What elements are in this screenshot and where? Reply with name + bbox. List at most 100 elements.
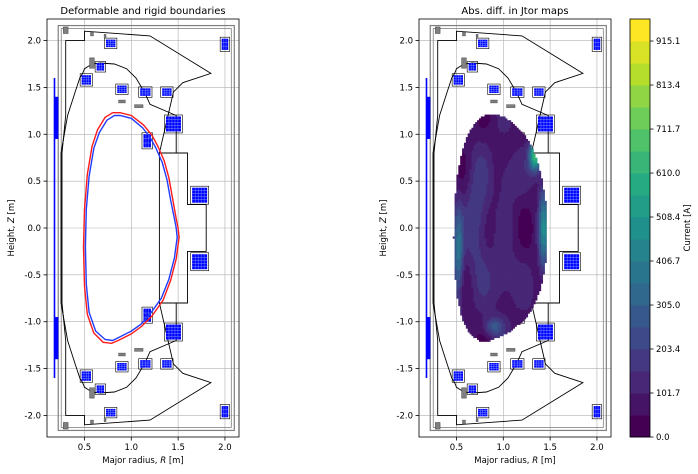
heatmap-cell xyxy=(493,168,497,172)
heatmap-cell xyxy=(512,300,515,303)
heatmap-cell xyxy=(458,253,461,256)
heatmap-cell xyxy=(522,318,525,322)
heatmap-cell xyxy=(527,198,530,202)
heatmap-cell xyxy=(495,247,499,250)
heatmap-cell xyxy=(475,161,478,164)
heatmap-cell xyxy=(531,228,534,232)
heatmap-cell xyxy=(490,236,493,239)
pf-coil-case xyxy=(532,86,546,98)
heatmap-cell xyxy=(518,210,521,213)
heatmap-cell xyxy=(508,221,512,224)
heatmap-cell xyxy=(486,133,489,136)
heatmap-cell xyxy=(512,227,515,230)
heatmap-cell xyxy=(460,189,463,192)
heatmap-cell xyxy=(469,168,472,172)
heatmap-cell xyxy=(501,309,504,312)
heatmap-cell xyxy=(493,189,497,192)
heatmap-cell xyxy=(495,322,499,325)
heatmap-cell xyxy=(525,182,529,185)
heatmap-cell xyxy=(478,275,482,279)
heatmap-cell xyxy=(465,303,469,307)
heatmap-cell xyxy=(529,187,532,190)
heatmap-cell xyxy=(467,300,470,303)
heatmap-cell xyxy=(478,302,482,305)
heatmap-cell xyxy=(473,309,476,312)
heatmap-cell xyxy=(471,268,474,271)
heatmap-cell xyxy=(520,185,523,189)
heatmap-cell xyxy=(478,208,482,211)
heatmap-cell xyxy=(486,315,489,318)
heatmap-cell xyxy=(456,217,459,220)
heatmap-cell xyxy=(523,183,527,187)
heatmap-cell xyxy=(533,174,536,177)
heatmap-cell xyxy=(471,193,474,196)
heatmap-cell xyxy=(522,287,525,290)
heatmap-cell xyxy=(503,155,506,159)
heatmap-cell xyxy=(508,170,512,174)
heatmap-cell xyxy=(463,219,467,222)
heatmap-cell xyxy=(484,157,487,160)
heatmap-cell xyxy=(508,153,512,157)
heatmap-cell xyxy=(505,122,508,125)
heatmap-cell xyxy=(465,290,469,294)
heatmap-cell xyxy=(484,114,487,117)
heatmap-cell xyxy=(523,266,527,269)
heatmap-cell xyxy=(529,232,532,235)
heatmap-cell xyxy=(522,305,525,309)
heatmap-cell xyxy=(525,142,529,145)
heatmap-cell xyxy=(475,258,478,262)
heatmap-cell xyxy=(484,240,487,243)
heatmap-cell xyxy=(482,200,485,204)
heatmap-cell xyxy=(475,230,478,234)
heatmap-cell xyxy=(454,215,457,219)
heatmap-cell xyxy=(518,303,521,307)
heatmap-cell xyxy=(465,191,469,194)
heatmap-cell xyxy=(471,146,474,149)
heatmap-cell xyxy=(533,198,536,202)
heatmap-cell xyxy=(471,198,474,202)
heatmap-cell xyxy=(497,168,500,172)
heatmap-cell xyxy=(460,191,463,194)
heatmap-cell xyxy=(484,183,487,187)
heatmap-cell xyxy=(471,255,474,258)
heatmap-cell xyxy=(458,294,461,297)
heatmap-cell xyxy=(482,330,485,333)
heatmap-cell xyxy=(503,320,506,324)
heatmap-cell xyxy=(514,262,517,265)
heatmap-cell xyxy=(527,283,530,286)
heatmap-cell xyxy=(505,197,508,200)
heatmap-cell xyxy=(533,247,536,250)
heatmap-cell xyxy=(488,178,491,181)
pf-coil xyxy=(466,383,478,395)
vessel-outline xyxy=(61,30,212,426)
heatmap-cell xyxy=(505,283,508,286)
heatmap-cell xyxy=(495,217,499,220)
heatmap-cell xyxy=(473,168,476,172)
heatmap-cell xyxy=(469,227,472,230)
heatmap-cell xyxy=(499,283,502,286)
x-axis-label: Major radius, R [m] xyxy=(102,456,184,466)
heatmap-cell xyxy=(520,294,523,297)
heatmap-cell xyxy=(525,200,529,204)
heatmap-cell xyxy=(488,228,491,232)
heatmap-cell xyxy=(484,272,487,275)
heatmap-cell xyxy=(456,262,459,265)
heatmap-cell xyxy=(492,305,495,309)
heatmap-cell xyxy=(507,296,510,299)
heatmap-cell xyxy=(516,305,519,309)
heatmap-cell xyxy=(522,213,525,217)
heatmap-cell xyxy=(501,219,504,222)
heatmap-cell xyxy=(507,275,510,279)
heatmap-cell xyxy=(482,228,485,232)
heatmap-cell xyxy=(467,262,470,265)
heatmap-cell xyxy=(510,180,514,183)
heatmap-cell xyxy=(475,307,478,310)
heatmap-cell xyxy=(499,146,502,149)
heatmap-cell xyxy=(510,230,514,234)
heatmap-cell xyxy=(503,236,506,239)
heatmap-cell xyxy=(512,197,515,200)
heatmap-cell xyxy=(522,163,525,166)
heatmap-cell xyxy=(520,260,523,264)
heatmap-cell xyxy=(488,144,491,147)
passive-structure xyxy=(462,419,466,425)
